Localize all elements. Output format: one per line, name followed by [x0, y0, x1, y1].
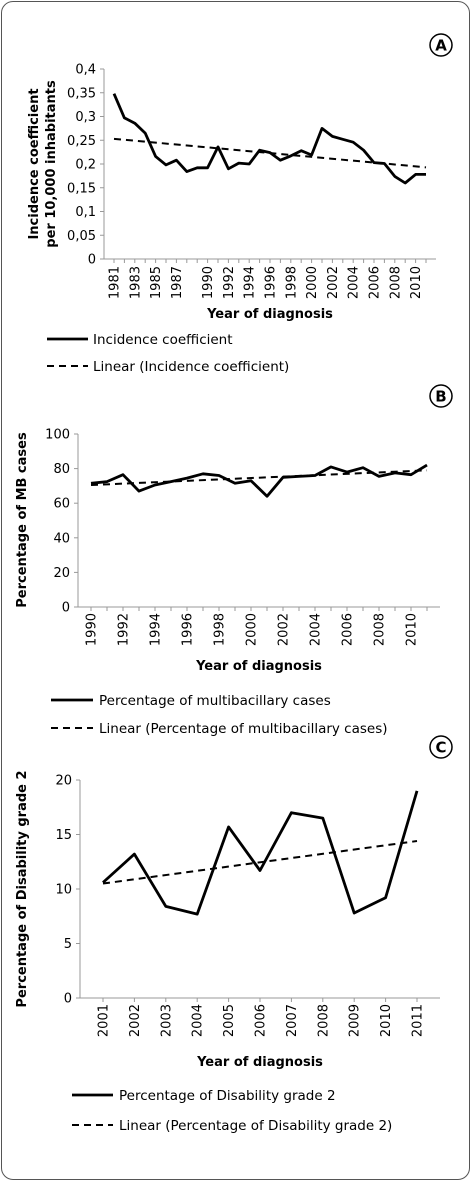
y-tick-label: 5: [64, 937, 72, 952]
y-tick-label: 0,3: [75, 110, 96, 125]
y-tick-label: 0,05: [67, 229, 96, 244]
x-tick-label: 2003: [159, 1004, 174, 1037]
x-tick-label: 2007: [285, 1004, 300, 1037]
y-tick-label: 0,35: [67, 86, 96, 101]
x-tick-label: 1998: [213, 613, 228, 646]
legend-label: Incidence coefficient: [93, 332, 233, 348]
x-axis-title: Year of diagnosis: [196, 1055, 323, 1070]
y-axis-title: per 10,000 inhabitants: [44, 80, 59, 248]
x-tick-label: 2006: [254, 1004, 269, 1037]
x-tick-label: 2004: [347, 266, 362, 299]
x-tick-label: 2002: [128, 1004, 143, 1037]
x-tick-label: 2008: [373, 613, 388, 646]
y-tick-label: 0,4: [75, 63, 96, 78]
x-tick-label: 2000: [305, 266, 320, 299]
legend-label: Linear (Percentage of Disability grade 2…: [119, 1118, 392, 1134]
x-tick-label: 2001: [97, 1004, 112, 1037]
y-tick-label: 0,2: [75, 158, 96, 173]
x-tick-label: 2010: [409, 266, 424, 299]
x-tick-label: 2004: [309, 613, 324, 646]
panel-badge: [429, 33, 453, 57]
x-axis-title: Year of diagnosis: [206, 307, 333, 322]
legend-label: Linear (Percentage of multibacillary cas…: [99, 721, 388, 737]
trend-line: [102, 840, 418, 885]
y-tick-label: 20: [55, 774, 72, 789]
x-tick-label: 1994: [149, 613, 164, 646]
y-tick-label: 0,25: [67, 134, 96, 149]
x-tick-label: 2002: [326, 266, 341, 299]
x-tick-label: 1994: [243, 266, 258, 299]
x-tick-label: 2010: [379, 1004, 394, 1037]
x-tick-label: 1990: [201, 266, 216, 299]
y-tick-label: 15: [55, 828, 72, 843]
panel-badge: [429, 735, 453, 759]
x-tick-label: 1981: [108, 266, 123, 299]
x-tick-label: 2009: [348, 1004, 363, 1037]
x-tick-label: 1992: [117, 613, 132, 646]
x-tick-label: 1983: [128, 266, 143, 299]
y-tick-label: 40: [53, 531, 70, 546]
y-tick-label: 0: [64, 992, 72, 1007]
y-tick-label: 0,15: [67, 181, 96, 196]
y-tick-label: 20: [53, 566, 70, 581]
x-tick-label: 2002: [277, 613, 292, 646]
x-tick-label: 1996: [181, 613, 196, 646]
series-line: [90, 463, 428, 498]
trend-line: [90, 469, 428, 487]
legend-label: Percentage of Disability grade 2: [119, 1088, 336, 1104]
y-axis-title: Incidence coefficient: [27, 88, 42, 239]
chart-panel-c: 0 5 10 15 20 2001 2002 2003 2004 2005 2006 2007 2008…: [15, 735, 453, 1134]
series-line: [102, 790, 419, 916]
y-tick-label: 0: [62, 601, 70, 616]
x-tick-label: 1987: [170, 266, 185, 299]
x-tick-label: 1998: [284, 266, 299, 299]
x-tick-label: 2006: [368, 266, 383, 299]
y-tick-label: 0,1: [75, 205, 96, 220]
panel-badge-label: A: [435, 37, 447, 55]
x-tick-label: 1985: [149, 266, 164, 299]
y-axis-title: Percentage of MB cases: [15, 432, 30, 608]
y-tick-label: 80: [53, 462, 70, 477]
series-line: [112, 93, 426, 185]
legend-label: Linear (Incidence coefficient): [93, 359, 289, 375]
chart-panel-a: 0 0,05 0,1 0,15 0,2 0,25 0,3 0,35 0,4 1981 1983 198…: [27, 33, 453, 375]
panel-badge: [429, 384, 453, 408]
x-tick-label: 2006: [341, 613, 356, 646]
x-tick-label: 2010: [405, 613, 420, 646]
panel-badge-label: C: [435, 739, 446, 757]
x-tick-label: 2008: [316, 1004, 331, 1037]
trend-line: [113, 137, 427, 169]
chart-panel-b: 0 20 40 60 80 100 1990 1992 1994 1996 1998 2000 2002…: [15, 384, 453, 737]
x-tick-label: 2000: [245, 613, 260, 646]
x-tick-label: 2008: [388, 266, 403, 299]
x-tick-label: 1996: [264, 266, 279, 299]
x-tick-label: 2005: [222, 1004, 237, 1037]
legend-label: Percentage of multibacillary cases: [99, 693, 331, 709]
y-tick-label: 10: [55, 883, 72, 898]
x-tick-label: 1990: [85, 613, 100, 646]
y-axis-title: Percentage of Disability grade 2: [15, 770, 30, 1007]
y-tick-label: 100: [45, 428, 70, 443]
x-tick-label: 2011: [411, 1004, 426, 1037]
panel-badge-label: B: [435, 388, 446, 406]
y-tick-label: 0: [88, 253, 96, 268]
y-tick-label: 60: [53, 497, 70, 512]
x-axis-title: Year of diagnosis: [195, 659, 322, 674]
x-tick-label: 2004: [191, 1004, 206, 1037]
x-tick-label: 1992: [222, 266, 237, 299]
